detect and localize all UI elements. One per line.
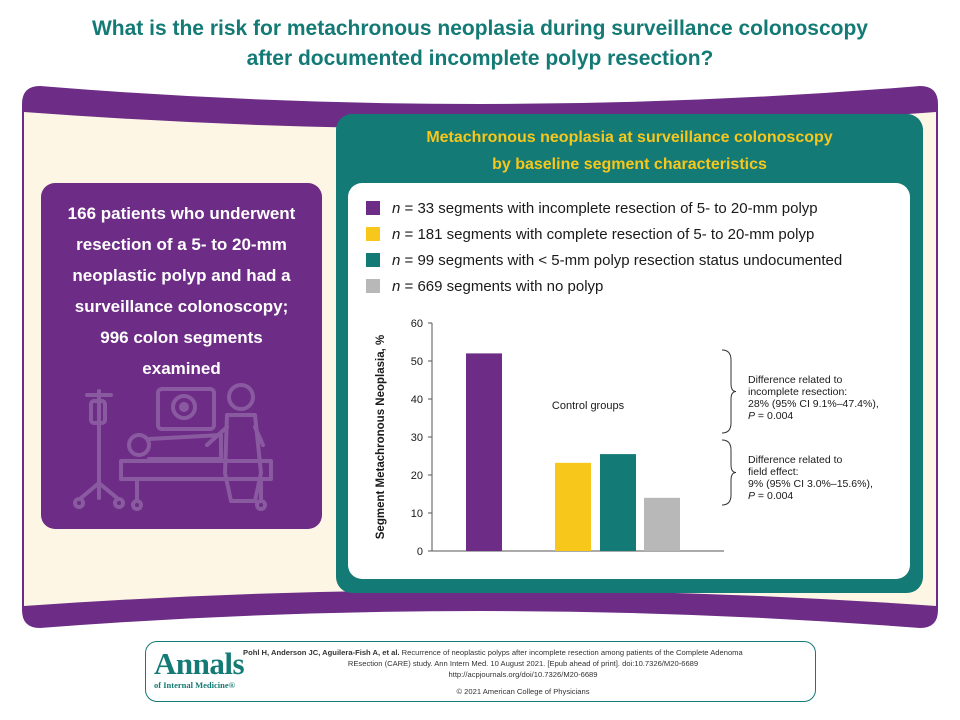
legend-n: n — [392, 225, 401, 243]
incomplete-resection-annotation-line: Difference related to — [748, 374, 843, 386]
chart-legend: n = 33 segments with incomplete resectio… — [366, 195, 842, 299]
legend-n: n — [392, 251, 401, 269]
patients-summary-card: 166 patients who underwent resection of … — [41, 183, 322, 529]
field-effect-brace — [721, 439, 737, 506]
legend-swatch — [366, 279, 380, 293]
annals-logo-word: Annals — [154, 646, 245, 681]
incomplete-resection-annotation-line: incomplete resection: — [748, 386, 847, 398]
legend-text: = 181 segments with complete resection o… — [400, 225, 815, 243]
summary-line-2: resection of a 5- to 20-mm — [76, 235, 287, 254]
annals-logo-subtitle-text: of Internal Medicine — [154, 680, 229, 690]
legend-text: = 33 segments with incomplete resection … — [400, 199, 818, 217]
y-tick-label: 20 — [411, 470, 423, 482]
incomplete-resection-annotation-line: P = 0.004 — [748, 410, 793, 422]
chart-panel-title-line-2: by baseline segment characteristics — [492, 156, 767, 173]
page-title-line-2: after documented incomplete polyp resect… — [246, 47, 714, 70]
legend-swatch — [366, 227, 380, 241]
y-tick-label: 50 — [411, 356, 423, 368]
legend-label: n = 669 segments with no polyp — [392, 278, 603, 295]
field-effect-annotation-line: P = 0.004 — [748, 490, 793, 502]
summary-line-3: neoplastic polyp and had a — [72, 266, 291, 285]
bar — [555, 462, 591, 551]
legend-n: n — [392, 277, 401, 295]
patients-summary-text: 166 patients who underwent resection of … — [41, 198, 322, 384]
citation-text: Pohl H, Anderson JC, Aguilera-Fish A, et… — [243, 647, 803, 697]
legend-text: = 99 segments with < 5-mm polyp resectio… — [400, 251, 843, 269]
bar — [644, 497, 680, 551]
chart-panel-title-line-1: Metachronous neoplasia at surveillance c… — [426, 129, 833, 146]
legend-label: n = 33 segments with incomplete resectio… — [392, 200, 818, 217]
citation-box: Annals of Internal Medicine® Pohl H, And… — [145, 641, 816, 702]
legend-swatch — [366, 201, 380, 215]
y-tick-label: 60 — [411, 318, 423, 330]
legend-item: n = 669 segments with no polyp — [366, 273, 842, 299]
chart-panel: Metachronous neoplasia at surveillance c… — [336, 114, 923, 593]
field-effect-annotation-line: Difference related to — [748, 454, 843, 466]
chart-card: n = 33 segments with incomplete resectio… — [348, 183, 910, 579]
annals-logo-subtitle: of Internal Medicine® — [154, 680, 244, 690]
p-value: = 0.004 — [755, 490, 793, 502]
legend-n: n — [392, 199, 401, 217]
p-symbol: P — [748, 410, 755, 422]
page-title-line-1: What is the risk for metachronous neopla… — [91, 17, 868, 40]
y-axis-label: Segment Metachronous Neoplasia, % — [375, 335, 387, 540]
p-symbol: P — [748, 490, 755, 502]
summary-line-6: examined — [142, 359, 221, 378]
citation-title: Recurrence of neoplastic polyps after in… — [399, 648, 743, 657]
control-groups-label: Control groups — [552, 400, 625, 412]
incomplete-resection-annotation-line: 28% (95% CI 9.1%–47.4%), — [748, 398, 879, 410]
bar — [600, 454, 636, 551]
bar — [466, 353, 502, 551]
legend-label: n = 99 segments with < 5-mm polyp resect… — [392, 252, 842, 269]
field-effect-annotation-line: 9% (95% CI 3.0%–15.6%), — [748, 478, 873, 490]
y-tick-label: 0 — [417, 546, 423, 558]
chart-panel-title: Metachronous neoplasia at surveillance c… — [336, 124, 923, 178]
legend-text: = 669 segments with no polyp — [400, 277, 604, 295]
p-value: = 0.004 — [755, 410, 793, 422]
bar-chart: 0 10 20 30 40 50 60 Segment Metachronous Neopla… — [375, 318, 879, 558]
summary-line-4: surveillance colonoscopy; — [74, 297, 289, 316]
registered-mark: ® — [228, 680, 235, 690]
legend-item: n = 99 segments with < 5-mm polyp resect… — [366, 247, 842, 273]
summary-line-1: 166 patients who underwent — [67, 204, 296, 223]
citation-line-2: REsection (CARE) study. Ann Intern Med. … — [347, 659, 699, 668]
legend-item: n = 181 segments with complete resection… — [366, 221, 842, 247]
annals-logo: Annals of Internal Medicine® — [154, 646, 245, 691]
citation-authors: Pohl H, Anderson JC, Aguilera-Fish A, et… — [243, 648, 400, 657]
incomplete-resection-brace — [721, 349, 737, 434]
colonoscopy-patient-illustration-icon — [73, 383, 273, 511]
copyright: © 2021 American College of Physicians — [456, 687, 590, 696]
summary-line-5: 996 colon segments — [100, 328, 263, 347]
legend-swatch — [366, 253, 380, 267]
legend-label: n = 181 segments with complete resection… — [392, 226, 814, 243]
y-tick-label: 10 — [411, 508, 423, 520]
page-title: What is the risk for metachronous neopla… — [0, 14, 960, 74]
field-effect-annotation-line: field effect: — [748, 466, 799, 478]
citation-url[interactable]: http://acpjournals.org/doi/10.7326/M20-6… — [448, 670, 598, 679]
y-tick-label: 40 — [411, 394, 423, 406]
legend-item: n = 33 segments with incomplete resectio… — [366, 195, 842, 221]
citation-line-1: Pohl H, Anderson JC, Aguilera-Fish A, et… — [243, 647, 803, 658]
y-tick-label: 30 — [411, 432, 423, 444]
